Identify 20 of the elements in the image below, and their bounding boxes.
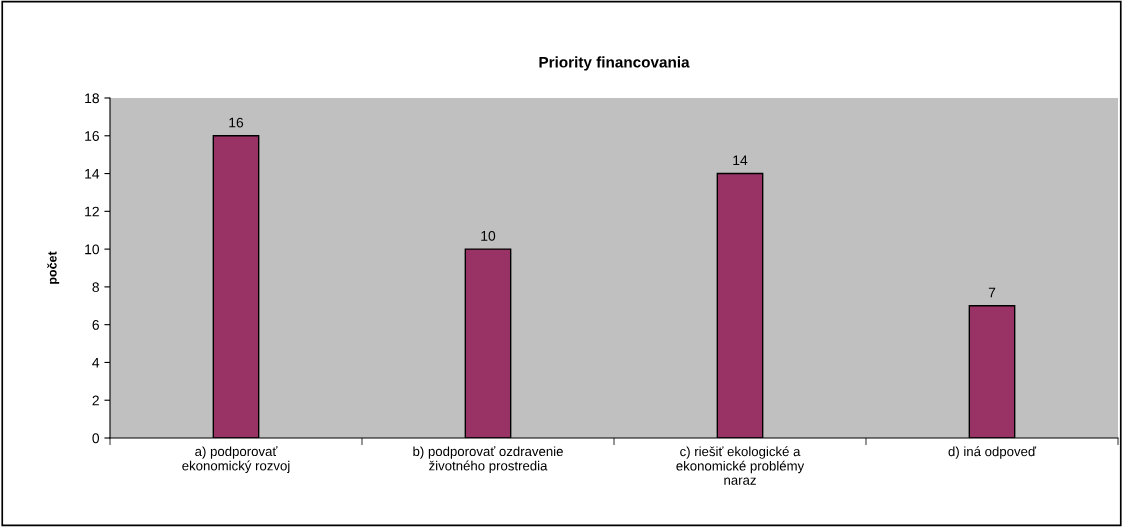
y-tick-label: 14 xyxy=(85,169,100,179)
y-tick-label: 10 xyxy=(85,244,100,255)
chart-title: Priority financovania xyxy=(539,56,690,71)
y-tick-label: 4 xyxy=(92,357,100,368)
y-tick-label: 18 xyxy=(85,93,99,104)
y-axis-title: počet xyxy=(47,251,60,284)
x-tick-label: d) iná odpoveď xyxy=(948,446,1037,459)
y-tick-label: 12 xyxy=(85,206,99,217)
y-tick-label: 8 xyxy=(92,282,99,293)
x-tick-label: b) podporovať ozdravenie životného prostredia xyxy=(413,446,563,474)
y-tick-label: 6 xyxy=(92,320,99,330)
x-tick-label: c) riešiť ekologické a ekonomické problémy naraz xyxy=(676,446,805,485)
x-tick-label: a) podporovať ekonomický rozvoj xyxy=(182,446,290,474)
y-tick-label: 16 xyxy=(85,131,99,141)
data-label: 14 xyxy=(733,155,748,166)
y-tick-label: 2 xyxy=(92,395,99,406)
data-label: 10 xyxy=(481,230,496,241)
data-label: 7 xyxy=(988,287,996,298)
y-tick-label: 0 xyxy=(92,433,100,444)
data-label: 16 xyxy=(229,117,244,128)
